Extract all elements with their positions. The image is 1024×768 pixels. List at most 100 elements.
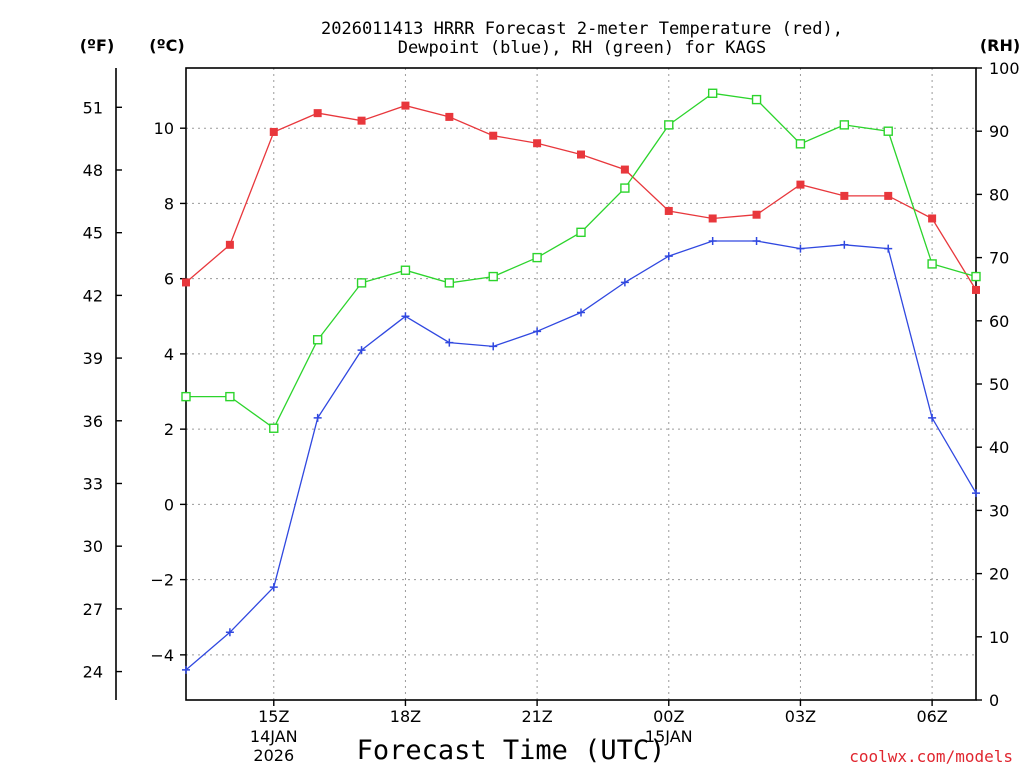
fahrenheit-tick-label: 51 — [83, 98, 103, 117]
fahrenheit-tick-label: 42 — [83, 286, 103, 305]
dewpoint-point — [182, 665, 190, 674]
2-meter-temperature-point — [928, 214, 937, 223]
relative-humidity-point — [269, 423, 279, 433]
relative-humidity-point — [532, 252, 542, 263]
rh-tick-label: 40 — [989, 438, 1009, 457]
x-date-label: 14JAN — [250, 727, 298, 746]
celsius-tick-label: 8 — [164, 194, 174, 213]
relative-humidity-point — [971, 271, 981, 282]
2-meter-temperature-point — [533, 139, 542, 148]
relative-humidity-point — [883, 126, 893, 136]
2-meter-temperature-point — [972, 285, 980, 294]
dewpoint-point — [225, 628, 234, 637]
2-meter-temperature-point — [752, 210, 761, 219]
rh-tick-label: 20 — [989, 565, 1009, 584]
2-meter-temperature-point — [577, 150, 585, 159]
relative-humidity-point — [444, 278, 455, 288]
relative-humidity-point — [751, 94, 762, 105]
dewpoint-point — [972, 489, 980, 498]
x-date-label: 15JAN — [645, 727, 693, 746]
x-year-label: 2026 — [253, 746, 294, 765]
dewpoint-point — [269, 583, 278, 592]
rh-unit-label: (RH) — [980, 36, 1020, 55]
dewpoint-point — [620, 278, 629, 287]
2-meter-temperature-point — [796, 180, 805, 189]
chart-title-line1: 2026011413 HRRR Forecast 2-meter Tempera… — [321, 19, 843, 39]
x-tick-label: 06Z — [916, 707, 947, 726]
2-meter-temperature-line — [185, 104, 977, 291]
2-meter-temperature-point — [840, 191, 849, 200]
rh-tick-label: 90 — [989, 122, 1009, 141]
dewpoint-line — [185, 240, 977, 671]
2-meter-temperature-point — [620, 165, 629, 174]
dewpoint-point — [884, 244, 893, 253]
chart-title-line2: Dewpoint (blue), RH (green) for KAGS — [398, 38, 766, 58]
dewpoint-point — [489, 342, 498, 351]
dewpoint-point — [577, 308, 585, 317]
2-meter-temperature-point — [357, 116, 366, 125]
relative-humidity-point — [707, 88, 718, 98]
2-meter-temperature-point — [664, 206, 673, 215]
fahrenheit-unit-label: (ºF) — [80, 36, 115, 55]
celsius-tick-label: 10 — [154, 119, 174, 138]
relative-humidity-point — [225, 391, 235, 402]
dewpoint-point — [708, 237, 717, 246]
relative-humidity-point — [620, 183, 630, 193]
dewpoint-point — [313, 413, 322, 422]
x-tick-label: 21Z — [521, 707, 552, 726]
relative-humidity-point — [312, 335, 323, 345]
x-tick-label: 03Z — [785, 707, 816, 726]
2-meter-temperature-point — [445, 112, 454, 121]
x-tick-label: 15Z — [258, 707, 289, 726]
grid-lines — [186, 68, 976, 700]
fahrenheit-tick-label: 27 — [83, 600, 103, 619]
axes — [115, 67, 977, 701]
celsius-tick-label: 2 — [164, 420, 174, 439]
dewpoint-point — [445, 338, 454, 347]
2-meter-temperature-point — [489, 131, 498, 140]
plot-frame — [185, 67, 977, 701]
fahrenheit-tick-label: 33 — [83, 474, 103, 493]
x-axis-label: Forecast Time (UTC) — [357, 735, 666, 766]
celsius-tick-label: −2 — [150, 571, 174, 590]
relative-humidity-point — [927, 259, 937, 269]
dewpoint-point — [752, 237, 761, 246]
relative-humidity-point — [839, 120, 850, 130]
2-meter-temperature-point — [313, 109, 322, 118]
2-meter-temperature-point — [182, 278, 190, 287]
celsius-tick-label: 6 — [164, 270, 174, 289]
rh-tick-label: 50 — [989, 375, 1009, 394]
dewpoint-point — [664, 252, 673, 261]
relative-humidity-line — [186, 92, 977, 430]
2-meter-temperature-point — [401, 101, 410, 110]
relative-humidity-point — [664, 120, 674, 130]
fahrenheit-tick-label: 39 — [83, 349, 103, 368]
dewpoint-point — [796, 244, 805, 253]
fahrenheit-tick-label: 36 — [83, 412, 103, 431]
fahrenheit-tick-label: 30 — [83, 537, 103, 556]
rh-tick-label: 100 — [989, 59, 1020, 78]
rh-tick-label: 0 — [989, 691, 999, 710]
dewpoint-point — [840, 240, 849, 249]
rh-tick-label: 10 — [989, 628, 1009, 647]
2-meter-temperature-point — [884, 191, 893, 200]
x-tick-label: 18Z — [390, 707, 421, 726]
celsius-tick-label: 0 — [164, 495, 174, 514]
credit-text: coolwx.com/models — [849, 747, 1013, 766]
celsius-tick-label: 4 — [164, 345, 174, 364]
dewpoint-point — [401, 312, 410, 321]
rh-tick-label: 70 — [989, 249, 1009, 268]
rh-tick-label: 80 — [989, 185, 1009, 204]
relative-humidity-point — [488, 271, 498, 282]
relative-humidity-point — [576, 227, 586, 238]
dewpoint-point — [928, 413, 937, 422]
fahrenheit-tick-label: 24 — [83, 663, 103, 682]
fahrenheit-tick-label: 45 — [83, 224, 103, 243]
x-tick-label: 00Z — [653, 707, 684, 726]
2-meter-temperature-point — [269, 127, 278, 136]
rh-tick-label: 30 — [989, 501, 1009, 520]
celsius-tick-label: −4 — [150, 646, 174, 665]
dewpoint-point — [533, 327, 542, 336]
